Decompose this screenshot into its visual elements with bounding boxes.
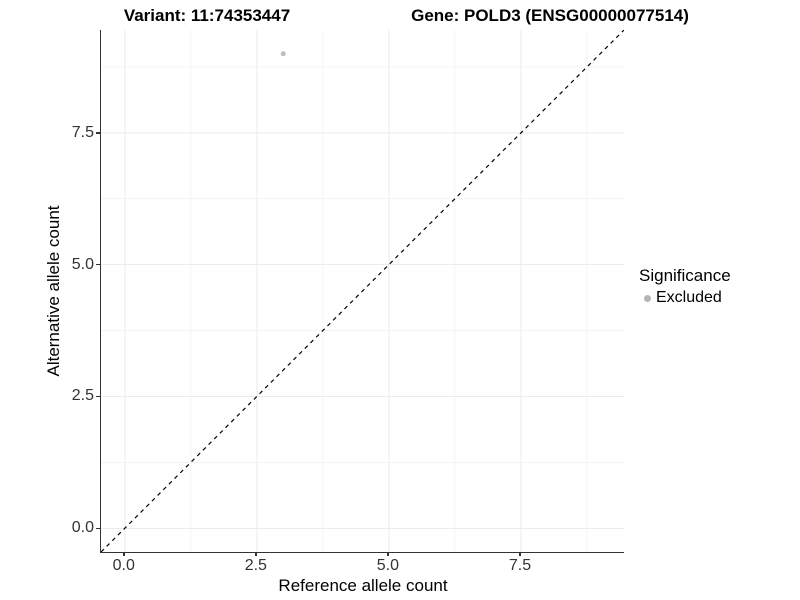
plot-canvas bbox=[101, 30, 624, 552]
x-axis-tick-mark bbox=[255, 552, 257, 556]
legend: Significance Excluded bbox=[639, 266, 731, 307]
x-axis-tick-label: 0.0 bbox=[112, 557, 135, 574]
x-axis-tick-mark bbox=[123, 552, 125, 556]
y-axis-tick-label: 2.5 bbox=[71, 387, 94, 405]
legend-title: Significance bbox=[639, 266, 731, 285]
y-axis-tick-label: 0.0 bbox=[71, 519, 94, 537]
plot-title-gene: Gene: POLD3 (ENSG00000077514) bbox=[411, 6, 689, 25]
data-point bbox=[280, 51, 286, 57]
x-axis-tick-mark bbox=[519, 552, 521, 556]
legend-item-excluded: Excluded bbox=[639, 289, 731, 307]
plot-title-variant: Variant: 11:74353447 bbox=[123, 6, 291, 25]
x-axis-tick-label: 5.0 bbox=[376, 557, 400, 574]
x-axis-tick-label: 7.5 bbox=[508, 557, 532, 574]
y-axis-tick-mark bbox=[96, 132, 100, 134]
y-axis-tick-mark bbox=[96, 263, 100, 266]
y-axis-tick-mark bbox=[96, 395, 100, 398]
x-axis-title: Reference allele count bbox=[278, 576, 448, 595]
x-axis-tick-mark bbox=[387, 552, 389, 556]
x-axis-tick-label: 2.5 bbox=[244, 557, 267, 574]
plot-panel bbox=[100, 30, 624, 553]
legend-item-label: Excluded bbox=[656, 289, 722, 306]
y-axis-tick-label: 7.5 bbox=[71, 123, 94, 141]
identity-reference-line bbox=[101, 30, 624, 552]
y-axis-tick-mark bbox=[96, 527, 100, 530]
legend-key-dot-icon bbox=[644, 294, 651, 302]
y-axis-tick-label: 5.0 bbox=[71, 255, 94, 273]
y-axis-title: Alternative allele count bbox=[44, 205, 63, 377]
